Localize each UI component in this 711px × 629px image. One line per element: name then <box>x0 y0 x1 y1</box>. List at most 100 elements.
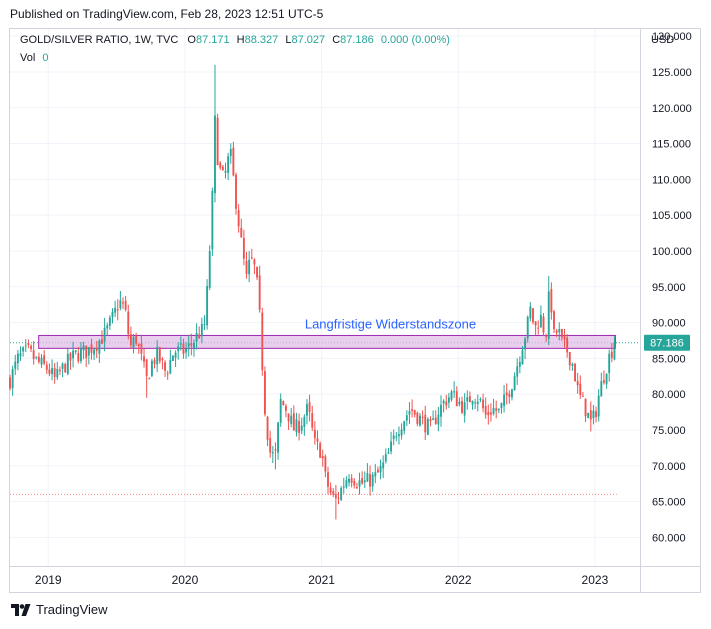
y-tick-label: 130.000 <box>652 31 692 43</box>
candle-body <box>489 412 492 415</box>
candle-body <box>589 410 592 420</box>
candle-body <box>382 462 385 469</box>
currency-label[interactable]: USD <box>651 34 675 46</box>
candle-body <box>229 149 232 157</box>
symbol-label[interactable]: GOLD/SILVER RATIO, 1W, TVC <box>20 34 179 46</box>
candle-body <box>80 348 82 362</box>
candle-body <box>610 351 613 358</box>
x-tick-label: 2022 <box>445 573 472 587</box>
candle-body <box>279 398 282 423</box>
candle-body <box>479 399 482 401</box>
candle-body <box>164 362 167 371</box>
x-tick-label: 2020 <box>172 573 199 587</box>
candle-body <box>542 316 545 333</box>
candle-body <box>87 347 90 356</box>
candle-body <box>32 350 35 360</box>
y-tick-label: 85.000 <box>652 353 686 365</box>
candle-body <box>37 356 40 362</box>
candle-body <box>526 317 529 339</box>
candle-body <box>450 391 453 400</box>
candle-body <box>374 472 377 477</box>
candle-body <box>250 257 253 259</box>
candle-body <box>429 419 432 422</box>
candle-body <box>539 314 542 328</box>
candle-body <box>408 411 411 415</box>
candle-body <box>511 389 513 398</box>
footer-brand[interactable]: TradingView <box>36 602 108 617</box>
candle-body <box>242 237 245 259</box>
candle-body <box>345 480 348 488</box>
volume-label: Vol <box>20 52 36 64</box>
ohlc-legend: GOLD/SILVER RATIO, 1W, TVC O87.171 H88.3… <box>20 34 450 46</box>
candle-body <box>74 350 77 352</box>
candle-body <box>576 381 579 386</box>
candle-body <box>269 438 272 453</box>
candle-body <box>495 408 498 411</box>
candle-body <box>95 348 98 352</box>
candle-body <box>571 364 574 366</box>
candle-body <box>227 156 230 173</box>
candle-body <box>437 414 440 425</box>
candle-body <box>537 327 540 329</box>
candle-body <box>503 394 506 406</box>
candle-body <box>169 359 172 374</box>
candle-body <box>605 373 608 385</box>
candle-body <box>108 317 111 326</box>
candle-body <box>563 336 566 340</box>
candle-body <box>58 369 61 372</box>
candle-body <box>574 363 576 382</box>
candle-body <box>148 378 151 380</box>
candle-body <box>524 338 527 350</box>
candle-body <box>532 308 534 323</box>
candle-body <box>471 400 474 405</box>
candle-body <box>466 397 469 402</box>
y-tick-label: 125.000 <box>652 67 692 79</box>
candle-body <box>398 434 400 437</box>
candle-body <box>329 487 332 493</box>
candle-body <box>258 275 261 310</box>
candle-body <box>285 405 287 411</box>
axes-layer: 60.000 65.000 70.000 75.000 80.000 85.000 90.0… <box>9 29 701 593</box>
candle-body <box>579 383 582 396</box>
y-tick-label: 70.000 <box>652 461 686 473</box>
candle-body <box>492 407 495 414</box>
candle-body <box>319 443 322 458</box>
candle-body <box>521 350 524 365</box>
candle-body <box>518 362 521 367</box>
candle-body <box>602 380 605 383</box>
candle-body <box>613 342 616 360</box>
candle-body <box>484 406 487 415</box>
candle-body <box>177 346 180 352</box>
volume-legend: Vol 0 <box>20 52 48 64</box>
candle-body <box>292 413 295 431</box>
candle-body <box>158 347 161 362</box>
candle-body <box>411 409 414 411</box>
candle-body <box>529 306 532 319</box>
candle-body <box>16 353 19 364</box>
close-value: 87.186 <box>340 34 374 46</box>
candle-body <box>355 487 358 489</box>
y-tick-label: 110.000 <box>652 174 691 186</box>
candle-body <box>30 345 32 350</box>
candle-body <box>61 363 64 369</box>
candle-body <box>332 491 335 495</box>
candle-body <box>584 398 587 417</box>
candle-body <box>308 402 311 412</box>
candle-body <box>116 309 119 311</box>
candle-body <box>266 416 269 440</box>
candle-body <box>363 480 366 483</box>
candle-body <box>568 352 571 366</box>
candle-body <box>555 330 558 334</box>
candle-body <box>592 410 595 419</box>
candle-body <box>324 456 327 472</box>
candle-body <box>298 421 301 433</box>
candle-body <box>45 364 48 370</box>
candle-body <box>27 343 30 345</box>
candle-body <box>166 373 169 375</box>
candles-layer <box>9 64 616 520</box>
candle-body <box>508 393 511 397</box>
candle-body <box>405 415 408 421</box>
candle-body <box>51 368 53 375</box>
candle-body <box>124 300 127 310</box>
